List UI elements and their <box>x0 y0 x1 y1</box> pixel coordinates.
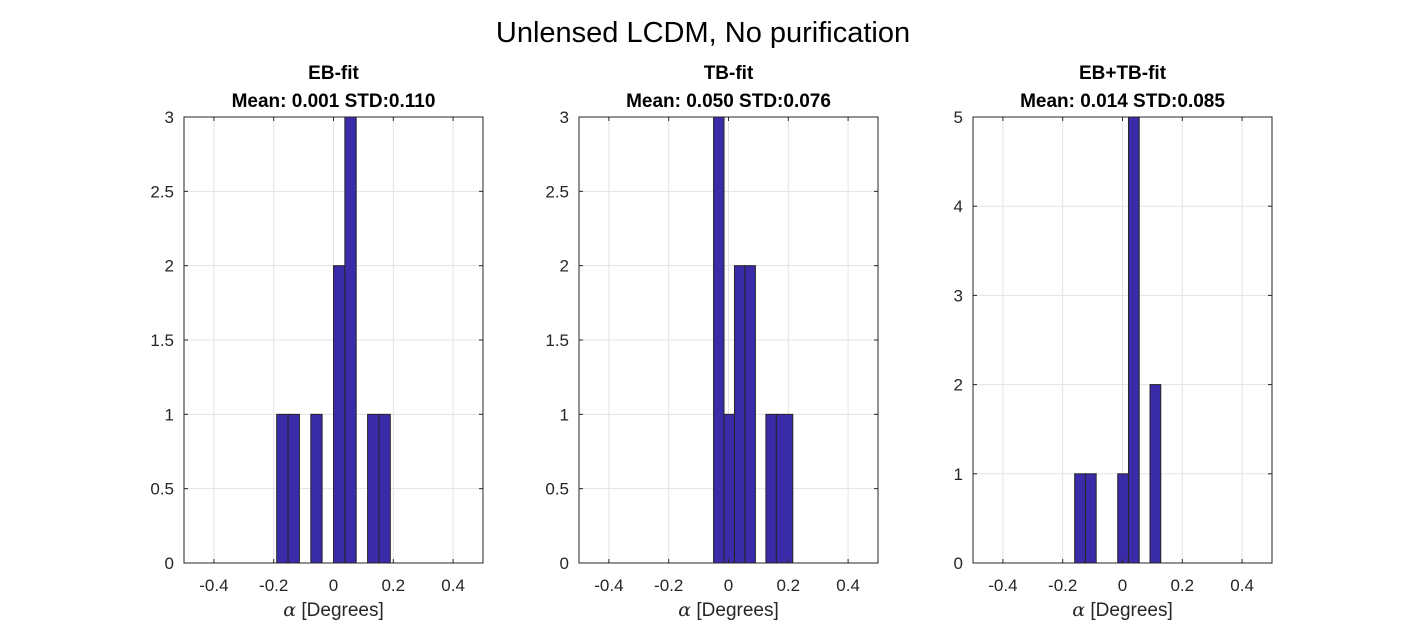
histogram-bar <box>1149 384 1162 564</box>
histogram-bar <box>1074 473 1086 564</box>
figure-title: Unlensed LCDM, No purification <box>496 17 910 49</box>
x-tick-label: 0.4 <box>441 576 465 595</box>
x-tick-label: 0.4 <box>836 576 860 595</box>
histogram-bar <box>344 116 357 564</box>
y-tick-label: 0.5 <box>150 480 174 499</box>
x-tick-label: -0.2 <box>654 576 683 595</box>
subplot-1: -0.4 -0.2 0 0.2 0.4 0 0.5 1 1.5 2 2.5 3 EB-fit Mean: … <box>150 63 484 621</box>
histogram-bar <box>1117 473 1129 564</box>
histogram-bar <box>367 413 380 564</box>
subplot-2: -0.4 -0.2 0 0.2 0.4 0 0.5 1 1.5 2 2.5 3 TB-fit Mean: … <box>545 63 879 621</box>
subplot-subtitle: Mean: 0.001 STD:0.110 <box>232 91 436 112</box>
histogram-bar <box>744 265 756 564</box>
x-axis-label: α [Degrees] <box>1072 599 1173 621</box>
x-axis-label: α [Degrees] <box>283 599 384 621</box>
x-tick-label: 0.4 <box>1230 576 1254 595</box>
subplot-title: EB+TB-fit <box>1079 63 1167 84</box>
y-tick-label: 3 <box>165 108 174 127</box>
subplot-title: EB-fit <box>308 63 359 84</box>
x-tick-label: -0.2 <box>1048 576 1077 595</box>
x-tick-label: -0.4 <box>199 576 228 595</box>
histogram-bar <box>287 413 300 564</box>
y-tick-label: 3 <box>560 108 569 127</box>
subplot-3: -0.4 -0.2 0 0.2 0.4 0 1 2 3 4 5 EB+TB-fit Mean: 0.01… <box>954 63 1273 621</box>
x-tick-label: -0.2 <box>259 576 288 595</box>
y-tick-label: 2.5 <box>150 182 174 201</box>
y-tick-label: 1.5 <box>545 331 569 350</box>
x-tick-label: 0 <box>724 576 733 595</box>
subplots: -0.4 -0.2 0 0.2 0.4 0 0.5 1 1.5 2 2.5 3 EB-fit Mean: … <box>150 63 1273 621</box>
x-tick-label: 0 <box>329 576 338 595</box>
y-tick-label: 0 <box>954 554 963 573</box>
y-tick-label: 4 <box>954 197 963 216</box>
histogram-bar <box>1084 473 1097 564</box>
subplot-subtitle: Mean: 0.014 STD:0.085 <box>1020 91 1225 112</box>
histogram-bar <box>723 413 735 564</box>
y-tick-label: 0 <box>560 554 569 573</box>
y-tick-label: 2.5 <box>545 182 569 201</box>
histogram-bar <box>775 413 794 564</box>
histogram-bar <box>333 265 346 564</box>
y-tick-label: 0 <box>165 554 174 573</box>
y-tick-label: 1 <box>560 405 569 424</box>
x-tick-label: 0.2 <box>1170 576 1194 595</box>
histogram-bar <box>310 413 323 564</box>
x-tick-label: 0.2 <box>776 576 800 595</box>
histogram-bar <box>765 413 777 564</box>
x-tick-label: 0 <box>1118 576 1127 595</box>
x-tick-label: 0.2 <box>381 576 405 595</box>
histogram-bar <box>378 413 391 564</box>
y-tick-label: 1 <box>954 465 963 484</box>
y-tick-label: 2 <box>954 376 963 395</box>
y-tick-label: 2 <box>560 257 569 276</box>
x-tick-label: -0.4 <box>594 576 623 595</box>
histogram-bar <box>276 413 289 564</box>
histogram-bar <box>1127 116 1140 564</box>
histogram-bar <box>713 116 725 564</box>
y-tick-label: 0.5 <box>545 480 569 499</box>
x-tick-label: -0.4 <box>988 576 1017 595</box>
histogram-bar <box>733 265 746 564</box>
y-tick-label: 1.5 <box>150 331 174 350</box>
subplot-subtitle: Mean: 0.050 STD:0.076 <box>626 91 831 112</box>
y-tick-label: 2 <box>165 257 174 276</box>
y-tick-label: 1 <box>165 405 174 424</box>
y-tick-label: 3 <box>954 286 963 305</box>
y-tick-label: 5 <box>954 108 963 127</box>
x-axis-label: α [Degrees] <box>678 599 779 621</box>
subplot-title: TB-fit <box>704 63 754 84</box>
